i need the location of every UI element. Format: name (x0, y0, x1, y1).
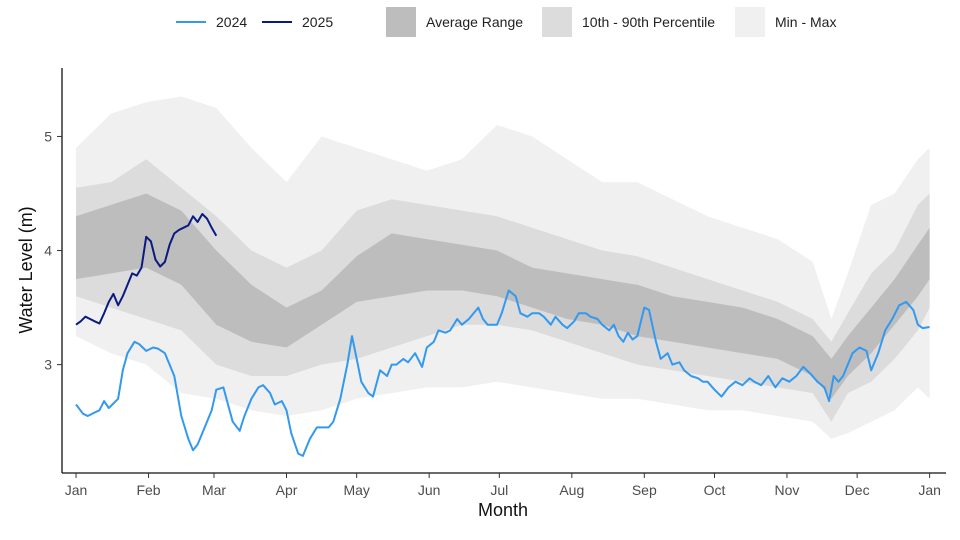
x-tick-label: Dec (845, 482, 870, 498)
legend-item-average-range: Average Range (386, 7, 524, 37)
legend-swatch-average-range (386, 7, 416, 37)
x-tick-label: Oct (704, 482, 726, 498)
legend: 2024 2025 Average Range 10th - 90th Perc… (0, 0, 960, 42)
x-tick-label: Nov (775, 482, 800, 498)
legend-item-percentile: 10th - 90th Percentile (542, 7, 716, 37)
legend-label-percentile: 10th - 90th Percentile (582, 14, 716, 30)
legend-label-2024: 2024 (216, 14, 248, 30)
legend-item-min-max: Min - Max (735, 7, 837, 37)
series-line-2025 (75, 213, 218, 326)
legend-line-2024 (176, 21, 206, 23)
axes (61, 68, 946, 474)
legend-swatch-min-max (735, 7, 765, 37)
x-ticks: Jan Feb Mar Apr May Jun Jul Aug Sep Oct Nov Dec Jan (65, 473, 941, 498)
series-line-2024 (75, 289, 930, 457)
y-ticks: 3 4 5 (44, 128, 62, 373)
legend-label-min-max: Min - Max (775, 14, 837, 30)
legend-label-average-range: Average Range (426, 14, 524, 30)
y-tick-label: 4 (44, 243, 52, 259)
legend-label-2025: 2025 (302, 14, 334, 30)
legend-swatch-percentile (542, 7, 572, 37)
range-bands (76, 96, 930, 439)
x-tick-label: Apr (276, 482, 298, 498)
y-tick-label: 5 (44, 128, 52, 144)
x-tick-label: Feb (136, 482, 160, 498)
x-tick-label: Jan (918, 482, 941, 498)
x-tick-label: Jun (418, 482, 441, 498)
x-tick-label: Jul (490, 482, 508, 498)
x-axis-title: Month (478, 500, 528, 520)
legend-line-2025 (262, 21, 292, 23)
legend-item-2024: 2024 (176, 10, 247, 34)
band-average-range (76, 193, 930, 399)
x-tick-label: Jan (65, 482, 88, 498)
series-lines (75, 213, 930, 457)
x-tick-label: Mar (202, 482, 226, 498)
legend-item-2025: 2025 (262, 10, 333, 34)
x-tick-label: Sep (632, 482, 657, 498)
y-tick-label: 3 (44, 357, 52, 373)
x-tick-label: Aug (559, 482, 584, 498)
x-tick-label: May (343, 482, 369, 498)
y-axis-title: Water Level (m) (16, 206, 36, 333)
